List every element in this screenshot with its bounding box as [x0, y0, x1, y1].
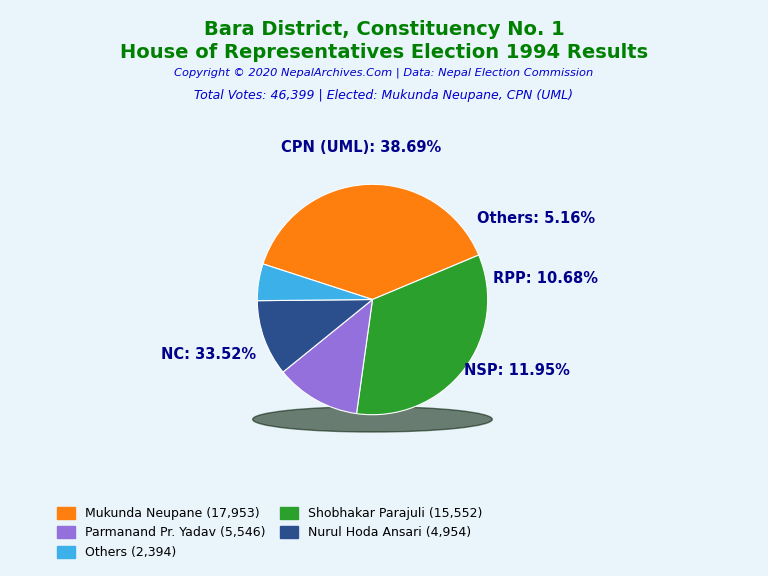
Wedge shape	[356, 255, 488, 415]
Text: House of Representatives Election 1994 Results: House of Representatives Election 1994 R…	[120, 43, 648, 62]
Text: NSP: 11.95%: NSP: 11.95%	[464, 363, 569, 378]
Wedge shape	[257, 300, 372, 372]
Text: Bara District, Constituency No. 1: Bara District, Constituency No. 1	[204, 20, 564, 39]
Wedge shape	[283, 300, 372, 414]
Text: Others: 5.16%: Others: 5.16%	[477, 211, 595, 226]
Text: Copyright © 2020 NepalArchives.Com | Data: Nepal Election Commission: Copyright © 2020 NepalArchives.Com | Dat…	[174, 68, 594, 78]
Wedge shape	[263, 184, 478, 300]
Ellipse shape	[253, 407, 492, 432]
Wedge shape	[257, 264, 372, 301]
Legend: Mukunda Neupane (17,953), Parmanand Pr. Yadav (5,546), Others (2,394), Shobhakar: Mukunda Neupane (17,953), Parmanand Pr. …	[52, 502, 487, 564]
Text: RPP: 10.68%: RPP: 10.68%	[493, 271, 598, 286]
Text: CPN (UML): 38.69%: CPN (UML): 38.69%	[281, 140, 441, 155]
Text: NC: 33.52%: NC: 33.52%	[161, 347, 257, 362]
Text: Total Votes: 46,399 | Elected: Mukunda Neupane, CPN (UML): Total Votes: 46,399 | Elected: Mukunda N…	[194, 89, 574, 103]
